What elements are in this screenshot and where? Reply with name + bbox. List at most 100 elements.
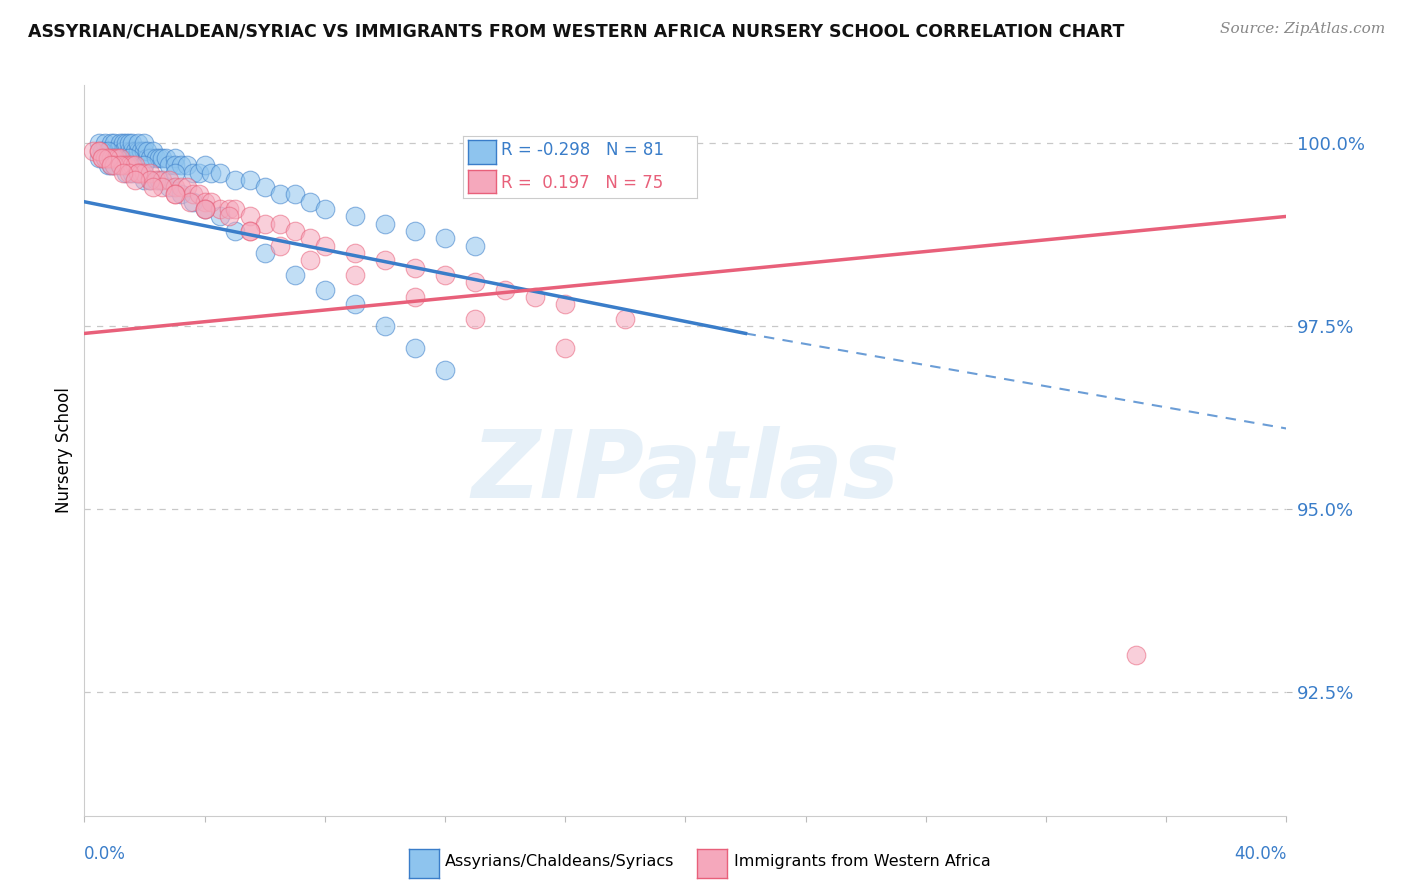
Point bbox=[103, 151, 125, 165]
Point bbox=[298, 253, 321, 268]
Point bbox=[91, 144, 114, 158]
Point bbox=[115, 158, 138, 172]
Point bbox=[269, 238, 291, 252]
Point bbox=[169, 158, 191, 172]
Point bbox=[187, 165, 209, 179]
Point bbox=[112, 144, 135, 158]
Point bbox=[194, 158, 217, 172]
Point bbox=[139, 151, 162, 165]
Point bbox=[121, 144, 143, 158]
Point bbox=[374, 217, 396, 231]
Point bbox=[343, 210, 366, 224]
Point bbox=[187, 187, 209, 202]
Point bbox=[404, 260, 426, 275]
Point bbox=[91, 151, 114, 165]
Point bbox=[614, 311, 637, 326]
Point bbox=[269, 187, 291, 202]
Point bbox=[82, 144, 104, 158]
Point bbox=[163, 151, 186, 165]
Point bbox=[89, 144, 111, 158]
Point bbox=[194, 202, 217, 216]
Point bbox=[343, 246, 366, 260]
Point bbox=[124, 158, 146, 172]
Point bbox=[163, 180, 186, 194]
Point bbox=[100, 158, 122, 172]
Point bbox=[176, 158, 198, 172]
Point bbox=[97, 144, 120, 158]
Point bbox=[314, 202, 336, 216]
Point bbox=[434, 363, 457, 377]
Point bbox=[142, 180, 165, 194]
Point bbox=[145, 151, 167, 165]
Point bbox=[97, 158, 120, 172]
Point bbox=[181, 187, 204, 202]
Point bbox=[239, 173, 262, 187]
Text: 40.0%: 40.0% bbox=[1234, 846, 1286, 863]
Point bbox=[118, 151, 141, 165]
Point bbox=[127, 165, 149, 179]
Point bbox=[157, 158, 180, 172]
Point bbox=[94, 136, 117, 151]
Point bbox=[163, 187, 186, 202]
Point bbox=[200, 194, 222, 209]
Point bbox=[343, 268, 366, 282]
Point bbox=[464, 311, 486, 326]
Point bbox=[100, 158, 122, 172]
Point bbox=[115, 165, 138, 179]
Point bbox=[134, 165, 156, 179]
Point bbox=[1125, 648, 1147, 663]
Point bbox=[89, 144, 111, 158]
Point bbox=[343, 297, 366, 311]
Point bbox=[121, 165, 143, 179]
Point bbox=[127, 144, 149, 158]
Point bbox=[298, 194, 321, 209]
Point bbox=[163, 187, 186, 202]
Point bbox=[139, 173, 162, 187]
Point bbox=[157, 180, 180, 194]
Point bbox=[169, 180, 191, 194]
Point bbox=[314, 238, 336, 252]
Point bbox=[89, 151, 111, 165]
Point bbox=[404, 290, 426, 304]
Point bbox=[152, 180, 174, 194]
Point bbox=[107, 151, 129, 165]
Point bbox=[103, 158, 125, 172]
Point bbox=[103, 151, 125, 165]
Point bbox=[89, 136, 111, 151]
Point bbox=[94, 151, 117, 165]
Y-axis label: Nursery School: Nursery School bbox=[55, 387, 73, 514]
Point bbox=[253, 217, 276, 231]
Point bbox=[152, 173, 174, 187]
Point bbox=[284, 224, 307, 238]
Point bbox=[148, 151, 170, 165]
Point bbox=[110, 151, 132, 165]
Point bbox=[374, 319, 396, 334]
Point bbox=[179, 194, 201, 209]
Point bbox=[121, 158, 143, 172]
Point bbox=[239, 210, 262, 224]
Point bbox=[157, 173, 180, 187]
Point bbox=[139, 173, 162, 187]
Point bbox=[194, 202, 217, 216]
Point bbox=[103, 136, 125, 151]
Point bbox=[110, 158, 132, 172]
Point bbox=[208, 202, 231, 216]
Point bbox=[464, 275, 486, 289]
Point bbox=[115, 136, 138, 151]
Point bbox=[253, 246, 276, 260]
Point bbox=[298, 231, 321, 245]
Point bbox=[218, 210, 240, 224]
Point bbox=[118, 136, 141, 151]
Point bbox=[136, 144, 159, 158]
Point bbox=[494, 283, 516, 297]
Point bbox=[181, 165, 204, 179]
Point bbox=[284, 187, 307, 202]
Point bbox=[208, 165, 231, 179]
Point bbox=[239, 224, 262, 238]
Point bbox=[131, 165, 153, 179]
Point bbox=[134, 158, 156, 172]
Text: Immigrants from Western Africa: Immigrants from Western Africa bbox=[734, 854, 990, 869]
Point bbox=[139, 165, 162, 179]
Point bbox=[163, 158, 186, 172]
Point bbox=[224, 224, 246, 238]
